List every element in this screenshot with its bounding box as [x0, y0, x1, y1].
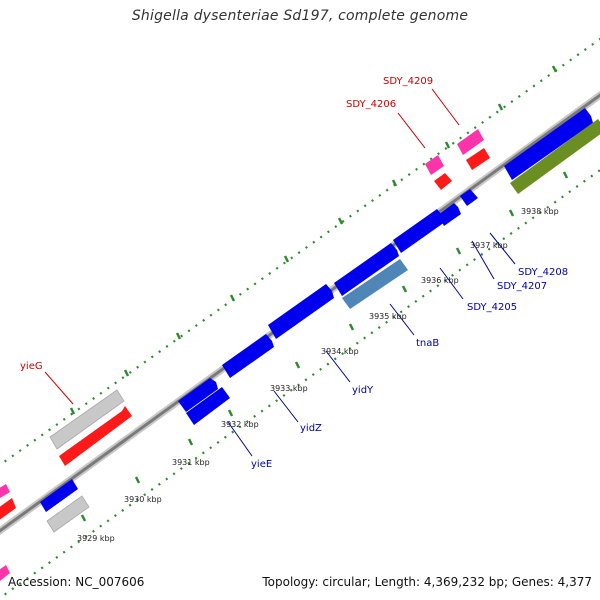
feature-gene-forward-6[interactable] — [393, 209, 445, 253]
kbp-label-3930: 3930 kbp — [124, 495, 162, 504]
feature-gene-forward-4[interactable] — [268, 284, 334, 339]
map-title: Shigella dysenteriae Sd197, complete gen… — [131, 8, 469, 24]
feature-misc-tnaB[interactable] — [342, 259, 408, 309]
feature-tRNA-left-edge[interactable] — [0, 484, 10, 498]
outer-major-ticks — [69, 65, 558, 415]
feature-gene-yieE[interactable] — [186, 387, 230, 425]
gene-label-SDY_4205[interactable]: SDY_4205 — [467, 302, 517, 313]
genome-summary-text: Topology: circular; Length: 4,369,232 bp… — [262, 575, 592, 589]
gene-label-SDY_4208[interactable]: SDY_4208 — [518, 267, 568, 278]
callout-lines-blue — [227, 232, 516, 457]
kbp-label-3936: 3936 kbp — [421, 276, 459, 285]
kbp-label-3938: 3938 kbp — [521, 207, 559, 216]
feature-rRNA-left-edge[interactable] — [0, 498, 16, 521]
feature-tRNA-SDY_4206[interactable] — [425, 155, 444, 175]
feature-gene-forward-8[interactable] — [460, 189, 478, 206]
gene-label-SDY_4209[interactable]: SDY_4209 — [383, 76, 433, 87]
kbp-label-3931: 3931 kbp — [172, 458, 210, 467]
gene-label-yieE[interactable]: yieE — [251, 459, 272, 470]
kbp-label-3929: 3929 kbp — [77, 534, 115, 543]
feature-rRNA-SDY_4209[interactable] — [466, 148, 490, 170]
feature-tRNA-SDY_4209[interactable] — [457, 129, 484, 155]
gene-label-yieG[interactable]: yieG — [20, 361, 43, 372]
inner-tick-ring — [0, 168, 600, 600]
kbp-label-3934: 3934 kbp — [321, 347, 359, 356]
kbp-label-3937: 3937 kbp — [470, 241, 508, 250]
inner-major-ticks — [80, 171, 569, 522]
feature-pseudogene-inner[interactable] — [46, 495, 90, 533]
feature-gene-forward-3[interactable] — [222, 334, 274, 378]
feature-pseudogene-yieG[interactable] — [49, 389, 125, 450]
gene-label-SDY_4206[interactable]: SDY_4206 — [346, 99, 396, 110]
kbp-label-3933: 3933 kbp — [270, 384, 308, 393]
feature-region-olive[interactable] — [510, 119, 600, 194]
feature-gene-forward-7[interactable] — [438, 203, 461, 226]
feature-gene-forward-9[interactable] — [504, 108, 593, 180]
feature-gene-forward-5[interactable] — [334, 243, 399, 296]
kbp-label-3932: 3932 kbp — [221, 420, 259, 429]
feature-gene-forward-2[interactable] — [178, 378, 218, 412]
feature-tRNA-bottom-edge[interactable] — [0, 565, 10, 581]
gene-label-yidZ[interactable]: yidZ — [300, 423, 322, 434]
gene-label-SDY_4207[interactable]: SDY_4207 — [497, 281, 547, 292]
accession-text: Accession: NC_007606 — [8, 575, 145, 589]
gene-label-yidY[interactable]: yidY — [352, 385, 374, 396]
gene-label-tnaB[interactable]: tnaB — [416, 338, 439, 349]
feature-rRNA-yieG-region[interactable] — [59, 406, 132, 466]
kbp-label-3935: 3935 kbp — [369, 312, 407, 321]
feature-rRNA-SDY_4206[interactable] — [434, 173, 452, 190]
outer-tick-ring — [0, 37, 600, 467]
callout-lines-red — [44, 88, 460, 405]
feature-gene-forward-1[interactable] — [40, 479, 78, 512]
